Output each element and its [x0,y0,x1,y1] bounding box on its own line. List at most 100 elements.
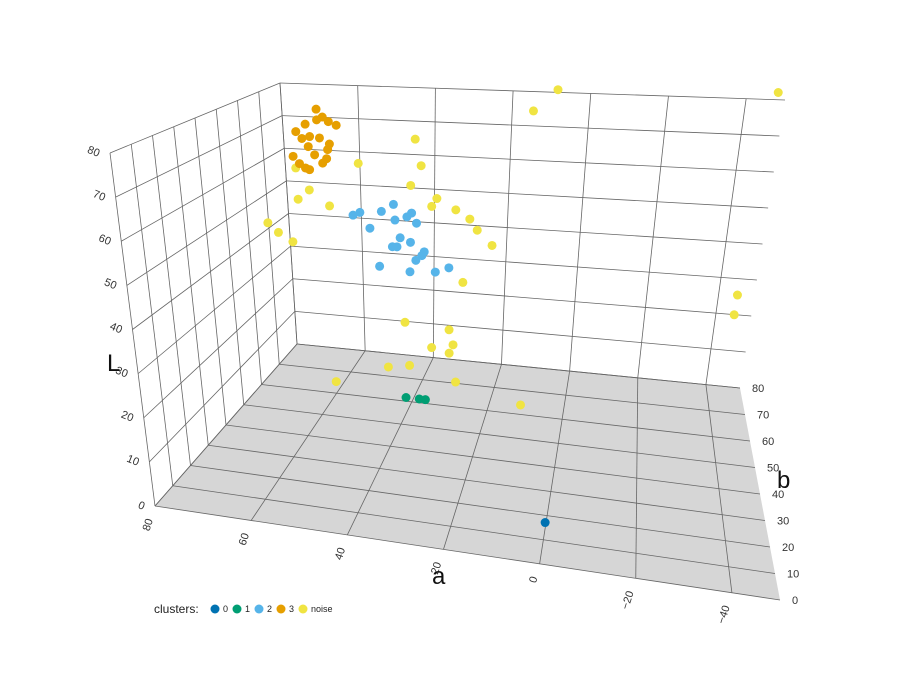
floor-gridline-b [208,444,766,521]
z-tick-label: 40 [108,321,124,337]
point-cluster-noise [405,360,415,370]
point-cluster-3 [305,165,315,175]
point-cluster-2 [348,210,358,220]
point-cluster-noise [293,194,303,204]
point-cluster-3 [305,132,315,142]
y-tick-label: 40 [772,489,784,501]
floor-gridline-b [154,505,781,601]
x-tick-label: 0 [527,575,540,585]
y-tick-label: 70 [757,410,769,422]
legend-swatch [254,604,264,614]
z-tick-label: 0 [136,499,146,512]
left-gridline-l [121,147,285,242]
legend-label: 3 [289,604,294,614]
floor-gridline-b [172,485,776,574]
point-cluster-noise [451,205,461,215]
back-gridline-l [284,147,774,173]
y-tick-label: 0 [792,595,798,607]
z-tick-label: 70 [91,188,107,204]
point-cluster-3 [331,120,341,130]
y-tick-label: 10 [787,569,799,581]
point-cluster-noise [427,201,437,211]
left-gridline-l [137,245,291,374]
z-tick-label: 20 [119,409,135,425]
y-tick-label: 80 [752,383,764,395]
point-cluster-noise [773,87,783,97]
point-cluster-noise [444,348,454,358]
point-cluster-2 [355,207,365,217]
x-tick-label: 60 [237,532,252,547]
x-axis-title: a [432,563,446,590]
x-tick-label: 20 [429,561,444,576]
point-cluster-2 [419,247,429,257]
x-tick-label: 80 [141,517,156,532]
legend: clusters: 0 1 2 3 noise [154,602,333,616]
point-cluster-3 [322,154,332,164]
point-cluster-3 [303,142,313,152]
point-cluster-noise [353,158,363,168]
point-cluster-noise [432,194,442,204]
point-cluster-noise [406,180,416,190]
z-tick-label: 50 [102,276,118,292]
point-cluster-noise [451,377,461,387]
point-cluster-noise [553,85,563,95]
back-gridline-l [292,278,752,317]
point-cluster-2 [411,255,421,265]
back-gridline-l [286,180,769,209]
legend-label: noise [311,604,333,614]
legend-title: clusters: [154,602,199,616]
y-tick-label: 30 [777,516,789,528]
point-cluster-2 [407,208,417,218]
point-cluster-noise [732,290,742,300]
y-tick-label: 60 [762,436,774,448]
point-cluster-noise [528,106,538,116]
point-cluster-noise [263,218,273,228]
legend-swatch [210,604,220,614]
point-cluster-3 [323,117,333,127]
point-cluster-3 [311,104,321,114]
point-cluster-2 [375,261,385,271]
point-cluster-1 [401,393,411,403]
floor-gridline-b [225,424,761,495]
point-cluster-2 [376,206,386,216]
left-gridline-l [132,213,289,330]
floor-gridline-b [279,363,746,415]
back-gridline-l [279,82,786,101]
back-gridline-l [290,245,757,281]
point-cluster-2 [430,267,440,277]
point-cluster-3 [297,133,307,143]
point-cluster-noise [273,227,283,237]
point-cluster-noise [304,185,314,195]
point-cluster-0 [540,518,550,528]
point-cluster-noise [416,161,426,171]
legend-swatch [276,604,286,614]
point-cluster-noise [325,201,335,211]
point-cluster-noise [458,277,468,287]
z-tick-label: 10 [125,453,141,469]
left-gridline-l [154,343,298,507]
point-cluster-noise [472,225,482,235]
point-cluster-2 [392,242,402,252]
point-cluster-noise [516,400,526,410]
x-tick-label: 40 [333,546,348,561]
y-tick-label: 20 [782,542,794,554]
z-tick-label: 80 [86,144,102,160]
z-tick-label: 60 [97,232,113,248]
point-cluster-1 [420,395,430,405]
point-cluster-3 [310,150,320,160]
point-cluster-3 [288,151,298,161]
left-gridline-l [126,180,287,286]
legend-swatch [298,604,308,614]
point-cluster-noise [331,377,341,387]
point-cluster-3 [312,115,322,125]
legend-label: 1 [245,604,250,614]
point-cluster-noise [288,237,298,247]
point-cluster-2 [412,218,422,228]
floor-gridline-b [190,465,771,548]
back-gridline-l [296,343,741,389]
point-cluster-2 [405,237,415,247]
z-tick-label: 30 [114,365,130,381]
legend-items: 0 1 2 3 noise [210,604,333,614]
back-gridline-l [294,310,746,353]
